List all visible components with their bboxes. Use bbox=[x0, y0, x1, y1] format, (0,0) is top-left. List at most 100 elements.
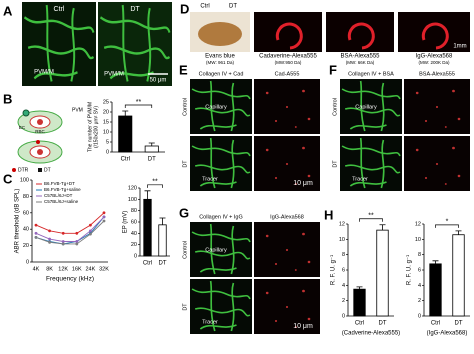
rbc bbox=[37, 149, 43, 155]
x-tick-label: 16K bbox=[72, 266, 82, 272]
label: Cad-A555 bbox=[275, 71, 300, 77]
y-tick-label: 0 bbox=[26, 259, 29, 265]
label: DT bbox=[332, 160, 338, 168]
y-tick-label: 0 bbox=[106, 149, 109, 155]
micrograph bbox=[190, 279, 252, 334]
y-axis-label: ABR threshold (dB SPL) bbox=[15, 189, 21, 254]
marker bbox=[48, 240, 51, 244]
micrograph bbox=[190, 136, 252, 191]
label: DT bbox=[182, 160, 188, 168]
y-tick-label: 60 bbox=[23, 210, 29, 216]
x-tick-label: DT bbox=[379, 321, 387, 327]
fluorescence-image bbox=[326, 12, 394, 52]
label: Ctrl bbox=[54, 6, 65, 13]
significance-bracket bbox=[147, 184, 163, 188]
x-tick-label: Ctrl bbox=[431, 321, 440, 327]
y-tick-label: 6 bbox=[342, 267, 345, 273]
label: 1mm bbox=[453, 44, 466, 50]
marker bbox=[89, 223, 92, 227]
bar bbox=[429, 263, 442, 317]
bar bbox=[452, 234, 465, 317]
error-bar bbox=[148, 142, 155, 146]
marker bbox=[48, 229, 51, 233]
label: EC bbox=[19, 125, 26, 130]
label: BSA-Alexa555 bbox=[419, 71, 455, 77]
panel-letter: H bbox=[324, 207, 333, 222]
marker bbox=[61, 231, 65, 235]
cochlea-signal bbox=[421, 22, 449, 50]
legend-dt bbox=[38, 168, 42, 172]
y-tick-label: 15 bbox=[103, 119, 109, 125]
legend-label: C57BL/6J+DT bbox=[44, 193, 73, 198]
bar bbox=[143, 198, 152, 257]
label: Control bbox=[332, 98, 338, 116]
error-bar bbox=[356, 286, 363, 290]
label: PVM bbox=[72, 107, 83, 113]
y-axis-label: EP (mV) bbox=[123, 211, 129, 234]
x-tick-label: DT bbox=[148, 157, 156, 163]
x-tick-label: 8K bbox=[46, 266, 53, 272]
significance-bracket bbox=[435, 224, 459, 228]
error-bar bbox=[144, 190, 151, 200]
label: 50 μm bbox=[150, 78, 167, 84]
label: Tracer bbox=[202, 176, 218, 182]
label: Collagen IV + BSA bbox=[348, 71, 394, 77]
label: Cadaverine-Alexa555 bbox=[259, 54, 317, 60]
marker bbox=[102, 215, 106, 219]
y-tick-label: 80 bbox=[131, 208, 137, 214]
y-tick-label: 120 bbox=[128, 185, 137, 191]
label: BSA-Alexa555 bbox=[340, 54, 380, 60]
micrograph bbox=[190, 222, 252, 277]
x-tick-label: DT bbox=[455, 321, 463, 327]
y-tick-label: 20 bbox=[23, 243, 29, 249]
y-tick-label: 0 bbox=[134, 253, 137, 259]
label: (MW: 200K Da) bbox=[419, 60, 450, 65]
label: (MW:950 Da) bbox=[275, 60, 302, 65]
label: Control bbox=[182, 98, 188, 116]
error-bar bbox=[159, 217, 166, 225]
line bbox=[35, 220, 105, 245]
y-tick-label: 10 bbox=[339, 237, 345, 243]
panel-letter: F bbox=[329, 62, 337, 77]
label: IgG-Alexa568 bbox=[270, 214, 304, 220]
marker bbox=[102, 219, 106, 223]
y-axis-label: R. F. U. g⁻¹ bbox=[331, 255, 337, 285]
label: DT bbox=[229, 4, 237, 10]
marker bbox=[75, 240, 79, 243]
y-tick-label: 2 bbox=[418, 298, 421, 304]
y-tick-label: 4 bbox=[342, 283, 345, 289]
label: RBC bbox=[35, 129, 45, 134]
cochlea-signal bbox=[275, 22, 303, 50]
panel-letter: B bbox=[3, 91, 12, 106]
label: 10 μm bbox=[293, 323, 313, 330]
line bbox=[35, 216, 105, 245]
fluorescence-image bbox=[254, 12, 322, 52]
label: Collagen IV + IgG bbox=[199, 214, 243, 220]
marker bbox=[34, 231, 38, 235]
fluorescence-image bbox=[398, 12, 470, 52]
error-bar bbox=[122, 110, 129, 116]
y-tick-label: 0 bbox=[418, 313, 421, 319]
y-tick-label: 10 bbox=[415, 237, 421, 243]
label: Ctrl bbox=[200, 4, 209, 10]
label: PVM/M bbox=[104, 72, 124, 78]
x-axis-label: (Cadverine-Alexa555) bbox=[342, 331, 400, 337]
label: Control bbox=[182, 241, 188, 259]
marker bbox=[75, 231, 79, 235]
bar bbox=[353, 288, 366, 317]
bar bbox=[376, 229, 389, 317]
label: IgG-Alexa568 bbox=[416, 54, 453, 60]
label: DTR bbox=[18, 167, 29, 173]
significance-bracket bbox=[124, 104, 153, 108]
panel-letter: D bbox=[180, 1, 189, 16]
marker bbox=[61, 242, 65, 246]
x-tick-label: DT bbox=[159, 261, 167, 267]
error-bar bbox=[432, 260, 439, 264]
significance: ** bbox=[368, 213, 374, 220]
x-axis-label: (IgG-Alexa568) bbox=[427, 331, 468, 337]
y-tick-label: 4 bbox=[418, 283, 421, 289]
y-tick-label: 60 bbox=[131, 219, 137, 225]
label: Collagen IV + Cad bbox=[199, 71, 244, 77]
y-tick-label: 12 bbox=[339, 221, 345, 227]
legend-label: B6.FVB-Tg+saline bbox=[44, 187, 81, 192]
